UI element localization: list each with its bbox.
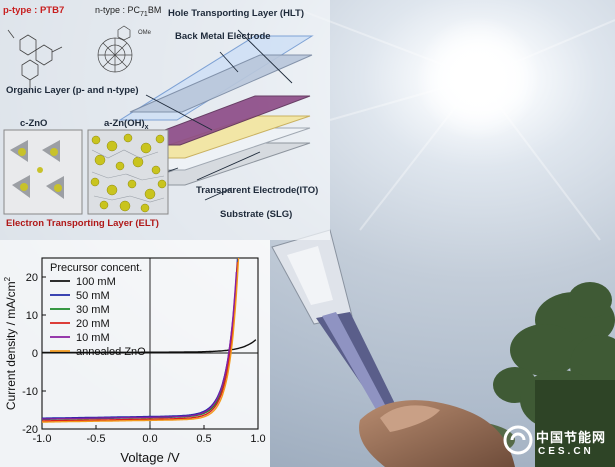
azn-sub: x [144,123,149,131]
legend-title: Precursor concent. [50,262,142,274]
ptype-label: p-type : PTB7 [3,5,64,16]
series-line [42,271,238,420]
series-line [42,258,239,419]
czno-label: c-ZnO [20,118,48,129]
device-schematic [0,0,330,240]
ntype-label: n-type : PC71BM [95,5,161,18]
series-line [42,261,239,422]
legend-item: 50 mM [76,290,110,302]
elt-label: Electron Transporting Layer (ELT) [6,218,159,229]
y-tick-label: 0 [32,348,38,360]
x-tick-label: 0.5 [196,433,211,445]
hlt-label: Hole Transporting Layer (HLT) [168,8,305,19]
y-tick-label: -10 [22,386,38,398]
x-axis-label: Voltage /V [120,450,180,465]
azn-network [87,129,169,215]
watermark-logo-icon [503,425,533,455]
y-tick-label: 10 [26,310,38,322]
azn-text: a-Zn(OH) [104,118,145,129]
organic-label: Organic Layer (p- and n-type) [6,85,139,96]
azn-label: a-Zn(OH)x [104,118,149,131]
back-metal-layer [129,54,313,113]
ntype-text: n-type : PC [95,5,141,15]
ptype-name: PTB7 [39,5,65,16]
hand [359,400,515,467]
ntype-suffix: BM [147,5,162,15]
series-line [42,258,240,423]
legend-item: 10 mM [76,332,110,344]
back-metal-label: Back Metal Electrode [175,31,271,42]
substrate-label: Substrate (SLG) [220,209,293,220]
watermark-url: CES.CN [538,446,594,457]
x-tick-label: -1.0 [33,433,52,445]
ntype-sub: 71 [140,10,148,18]
x-tick-label: 0.0 [142,433,157,445]
legend-item: annealed ZnO [76,346,146,358]
y-axis-label: Current density / mA/cm2 [3,276,18,410]
legend-item: 100 mM [76,276,116,288]
series-line [42,339,257,354]
ito-label: Transparent Electrode(ITO) [196,185,319,196]
ptb7-structure [7,29,63,88]
x-tick-label: -0.5 [87,433,106,445]
watermark-cn: 中国节能网 [536,431,607,446]
x-tick-label: 1.0 [250,433,265,445]
legend-item: 20 mM [76,318,110,330]
ome-label: OMe [138,30,152,36]
jv-chart: -1.0 -0.5 0.0 0.5 1.0 -20 -10 0 10 20 Voltage /V Cu… [0,240,270,467]
y-tick-label: -20 [22,424,38,436]
ptype-prefix: p-type : [3,5,40,16]
y-tick-label: 20 [26,272,38,284]
watermark [503,425,533,460]
czno-crystal [3,129,83,215]
tweezers [316,312,400,420]
legend-item: 30 mM [76,304,110,316]
pc71bm-structure [97,25,133,73]
